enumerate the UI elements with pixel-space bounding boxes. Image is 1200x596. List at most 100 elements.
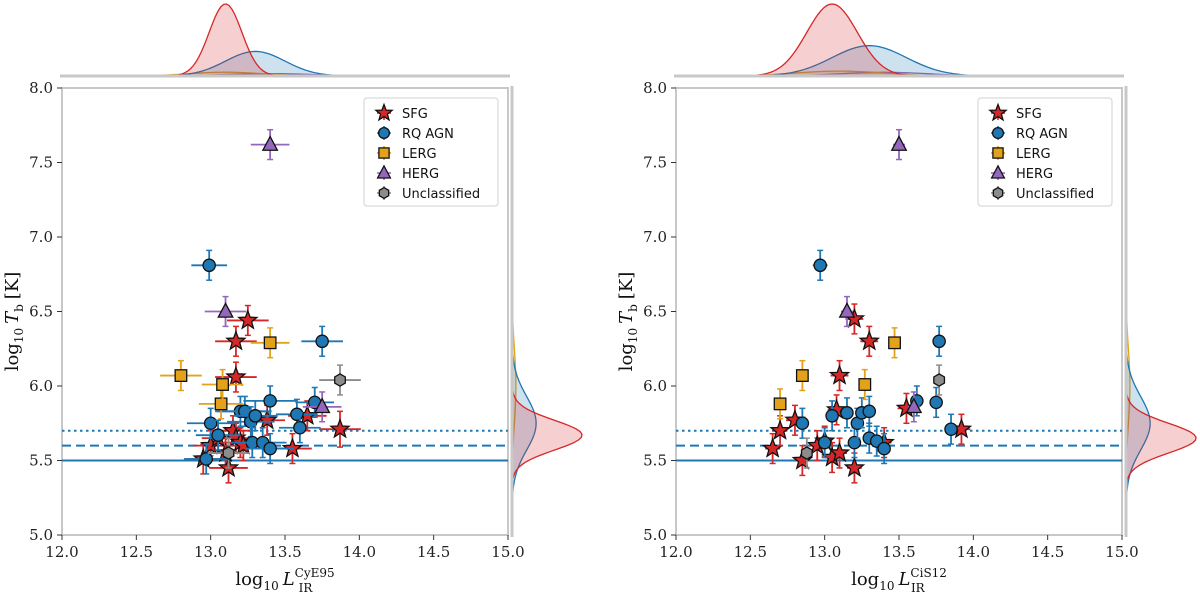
- point-marker: [858, 329, 881, 351]
- legend-marker: [992, 147, 1004, 159]
- y-tick-label: 6.0: [643, 377, 667, 395]
- point-marker: [217, 302, 234, 318]
- legend-label: Unclassified: [402, 187, 480, 202]
- point-marker: [795, 369, 809, 383]
- data-point: [843, 303, 866, 335]
- legend-marker: [988, 102, 1008, 122]
- point-marker: [225, 329, 247, 351]
- data-point: [191, 249, 228, 281]
- data-point: [877, 432, 891, 465]
- point-marker: [202, 258, 216, 273]
- y-axis-label: log10 Tb [K]: [2, 272, 26, 372]
- data-point: [243, 385, 297, 417]
- legend-marker: [374, 102, 394, 122]
- top-marginal-kde: [60, 3, 510, 78]
- legend-marker: [378, 186, 390, 200]
- y-axis-label-prefix-sub: 10: [626, 328, 640, 343]
- x-axis-label-var-sub: IR: [911, 581, 926, 595]
- data-point: [933, 364, 946, 396]
- y-tick-label: 6.5: [643, 303, 667, 321]
- point-marker: [211, 428, 225, 442]
- legend-label: LERG: [402, 147, 437, 162]
- point-marker: [800, 446, 813, 460]
- data-point: [195, 419, 241, 451]
- legend-box: [363, 97, 499, 207]
- kde-right-sfg: [1125, 88, 1197, 535]
- y-axis-label-prefix-sub: 10: [12, 328, 26, 343]
- reference-lines: [676, 429, 1122, 462]
- legend-marker: [991, 126, 1005, 140]
- y-axis-label-var-sub: b: [12, 304, 26, 312]
- y-tick-label: 8.0: [643, 79, 667, 97]
- point-marker: [769, 419, 791, 440]
- legend-label: HERG: [402, 167, 439, 182]
- point-marker: [214, 397, 228, 411]
- x-axis-label-prefix-sub: 10: [879, 579, 894, 593]
- y-axis-label-prefix: log: [616, 343, 637, 371]
- x-tick-label: 13.0: [808, 543, 841, 561]
- data-point: [215, 325, 257, 357]
- right-marginal-kde: [510, 86, 583, 537]
- data-point: [929, 386, 943, 419]
- legend-label: RQ AGN: [402, 127, 454, 142]
- legend-item: Unclassified: [991, 186, 1094, 202]
- point-marker: [813, 258, 827, 273]
- point-marker: [263, 336, 277, 350]
- point-marker: [847, 435, 862, 450]
- x-tick-label: 14.0: [343, 543, 376, 561]
- point-marker: [281, 437, 304, 458]
- data-point: [932, 325, 946, 357]
- legend-marker: [990, 164, 1006, 179]
- y-tick-label: 5.0: [29, 526, 53, 544]
- data-point: [843, 452, 866, 484]
- point-marker: [199, 452, 213, 466]
- data-point: [279, 412, 321, 444]
- data-point: [186, 407, 235, 439]
- series-herg: [204, 128, 342, 423]
- point-marker: [222, 446, 235, 460]
- series-unclassified: [800, 364, 946, 469]
- legend-item: LERG: [991, 146, 1051, 162]
- point-marker: [237, 309, 259, 330]
- point-marker: [225, 365, 247, 387]
- legend-label: RQ AGN: [1016, 127, 1068, 142]
- x-tick-label: 13.5: [268, 543, 301, 561]
- data-point: [302, 391, 342, 423]
- point-marker: [838, 302, 856, 318]
- data-point: [905, 391, 923, 423]
- data-point: [800, 437, 813, 469]
- point-marker: [888, 336, 901, 350]
- legend-label: SFG: [1016, 107, 1042, 122]
- x-axis-label-var: L: [282, 569, 295, 590]
- right-marginal-kde: [1124, 86, 1197, 537]
- data-point: [183, 443, 229, 475]
- x-tick-label: 12.0: [45, 543, 78, 561]
- data-points: [160, 128, 361, 484]
- y-axis-label-var: T: [616, 310, 637, 324]
- point-marker: [313, 397, 331, 414]
- x-tick-label: 12.0: [659, 543, 692, 561]
- y-axis-label: log10 Tb [K]: [616, 272, 640, 372]
- legend-item: HERG: [376, 164, 439, 182]
- point-marker: [825, 409, 839, 423]
- data-point: [862, 395, 877, 427]
- series-lerg: [160, 327, 290, 420]
- x-axis: 12.0 12.5 13.0 13.5 14.0 14.5 15.0: [659, 535, 1139, 561]
- data-point: [795, 359, 809, 392]
- x-tick-label: 14.5: [1031, 543, 1064, 561]
- y-axis-label-unit: [K]: [2, 272, 23, 300]
- data-point: [838, 295, 856, 328]
- legend-item: LERG: [377, 146, 437, 162]
- point-marker: [174, 369, 188, 383]
- y-tick-label: 5.5: [643, 452, 667, 470]
- x-tick-label: 14.5: [417, 543, 450, 561]
- data-point: [795, 407, 810, 439]
- point-marker: [329, 417, 351, 439]
- series-sfg: [761, 303, 973, 484]
- point-marker: [263, 441, 277, 456]
- x-tick-label: 13.0: [194, 543, 227, 561]
- data-point: [858, 325, 881, 357]
- x-axis-label-prefix-sub: 10: [263, 579, 278, 593]
- x-axis-label-var-sup: CiS12: [910, 566, 947, 580]
- data-points: [761, 128, 973, 484]
